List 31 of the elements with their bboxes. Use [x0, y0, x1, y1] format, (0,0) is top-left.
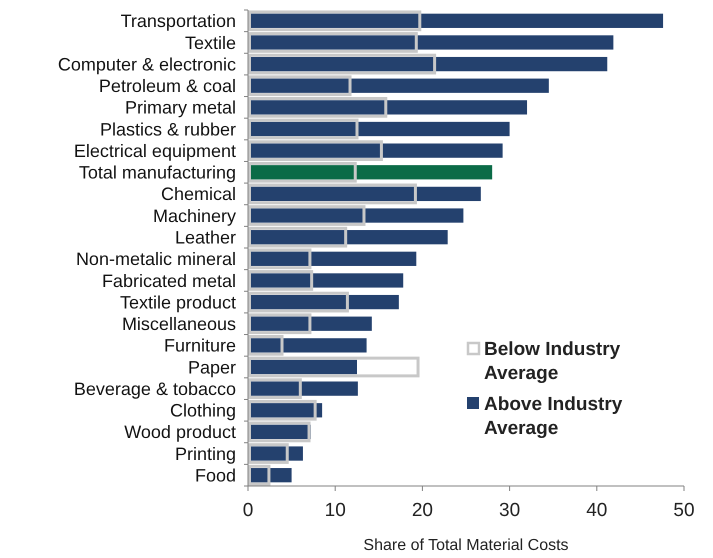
y-tick-label: Electrical equipment: [74, 140, 236, 161]
y-tick-label: Total manufacturing: [78, 162, 236, 183]
x-tick-label: 20: [412, 500, 433, 521]
x-axis-title: Share of Total Material Costs: [363, 537, 569, 554]
y-tick-label: Wood product: [124, 422, 236, 442]
y-tick-label: Transportation: [120, 11, 236, 32]
y-tick-label: Textile product: [120, 292, 236, 312]
y-tick-label: Textile: [184, 32, 236, 53]
y-tick-label: Beverage & tobacco: [74, 378, 236, 399]
y-tick-label: Paper: [188, 357, 236, 378]
y-tick-label: Furniture: [164, 336, 236, 356]
y-tick-label: Fabricated metal: [102, 270, 236, 291]
y-tick-label: Computer & electronic: [58, 54, 236, 74]
y-tick-label: Machinery: [152, 206, 236, 226]
y-tick-label: Printing: [174, 444, 236, 464]
y-tick-label: Clothing: [170, 400, 236, 421]
y-tick-label: Plastics & rubber: [100, 119, 236, 140]
y-tick-label: Non-metalic mineral: [76, 249, 236, 270]
y-tick-label: Leather: [174, 227, 236, 248]
x-tick-label: 40: [586, 500, 608, 521]
y-tick-label: Primary metal: [124, 98, 236, 118]
x-tick-label: 50: [673, 500, 695, 521]
x-tick-label: 10: [324, 500, 346, 521]
x-tick-label: 0: [242, 500, 254, 521]
y-tick-label: Chemical: [160, 184, 236, 204]
x-tick-label: 30: [499, 500, 520, 521]
legend-label: Below Industry Average: [484, 339, 621, 384]
y-tick-label: Petroleum & coal: [98, 76, 236, 96]
y-tick-label: Miscellaneous: [122, 314, 236, 334]
y-tick-label: Food: [194, 465, 236, 486]
legend-label: Above Industry Average: [484, 394, 623, 439]
